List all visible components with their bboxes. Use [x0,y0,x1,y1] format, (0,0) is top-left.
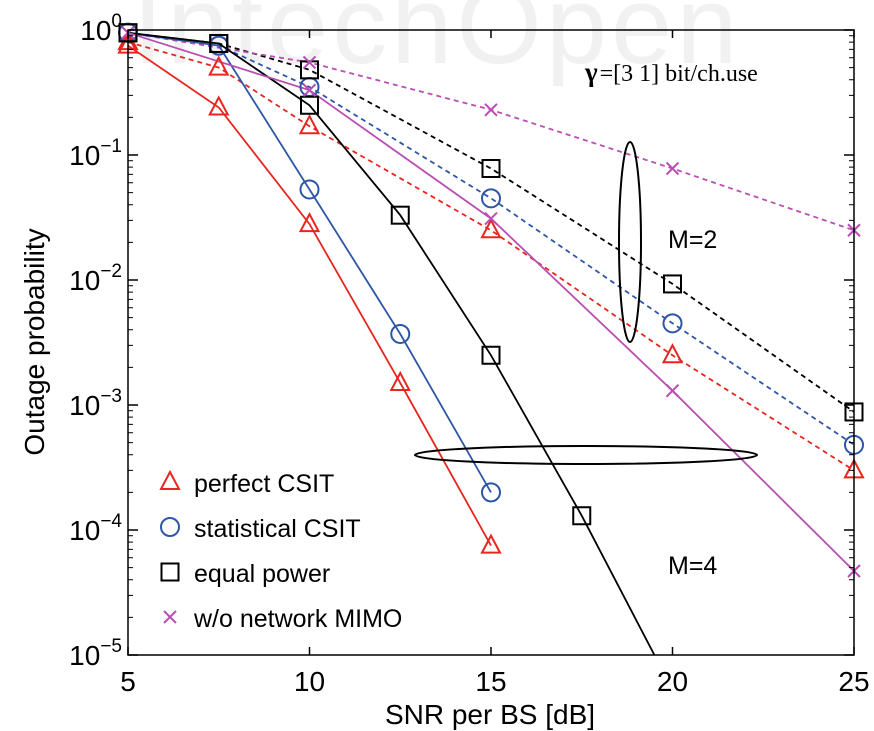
marker-perfect-csit-m2-1 [208,55,230,76]
marker-w-o-network-mimo-m2-3 [665,161,680,176]
marker-perfect-csit-m2-2 [298,114,321,135]
group-ellipses [414,141,758,465]
x-tick-label: 15 [475,666,506,697]
series-line-statistical-csit-m4 [127,31,492,493]
marker-w-o-network-mimo-m2-1 [302,55,317,70]
series-markers [117,22,865,578]
gamma-annotation: γ=[3 1] bit/ch.use [584,57,758,87]
y-tick-label: 10−3 [69,386,122,421]
m2-group-ellipse [618,141,642,343]
legend-label: equal power [194,560,330,588]
legend-marker-square [160,562,180,582]
marker-statistical-csit-m4-4 [481,482,501,503]
x-tick-label: 10 [294,666,325,697]
legend-label: w/o network MIMO [193,605,402,633]
x-tick-label: 5 [120,666,136,697]
marker-equal-power-m2-4 [663,274,682,294]
marker-equal-power-m4-1 [209,33,229,53]
marker-statistical-csit-m2-3 [481,188,501,209]
marker-perfect-csit-m4-1 [208,95,230,116]
y-tick-label: 100 [80,11,122,46]
marker-statistical-csit-m2-4 [662,313,683,334]
marker-equal-power-m4-5 [572,506,592,526]
marker-perfect-csit-m2-3 [480,218,502,239]
x-tick-label: 20 [657,666,688,697]
series-line-perfect-csit-m4 [127,44,492,547]
legend-marker-x [163,610,177,624]
marker-w-o-network-mimo-m4-3 [665,384,680,398]
legend: perfect CSIT statistical CSIT equal power w… [159,469,402,633]
x-axis-label: SNR per BS [dB] [385,699,595,730]
y-tick-label: 10−2 [69,261,122,296]
legend-marker-triangle [159,469,181,490]
y-tick-label: 10−1 [69,136,122,171]
legend-marker-circle [160,517,180,537]
marker-equal-power-m4-4 [481,345,501,365]
marker-perfect-csit-m2-4 [661,343,684,364]
marker-perfect-csit-m4-4 [480,533,502,554]
y-axis-ticks: 100 10−1 10−2 10−3 10−4 10−5 [69,11,854,671]
series-line-perfect-csit-m2 [127,41,855,472]
marker-w-o-network-mimo-m2-2 [484,103,498,117]
marker-w-o-network-mimo-m4-1 [302,83,317,97]
marker-w-o-network-mimo-m4-2 [484,211,498,226]
watermark: IntechOpen [132,0,742,87]
marker-equal-power-m4-2 [300,95,319,115]
marker-statistical-csit-m4-3 [390,323,411,344]
marker-perfect-csit-m4-2 [298,211,321,233]
legend-label: perfect CSIT [194,470,334,498]
y-tick-label: 10−5 [69,636,122,671]
x-tick-label: 25 [838,666,869,697]
y-axis-label: Outage probability [19,228,50,455]
series-line-equal-power-m4 [127,31,656,656]
marker-statistical-csit-m4-2 [299,179,320,200]
legend-label: statistical CSIT [194,515,361,543]
marker-perfect-csit-m4-3 [389,370,411,391]
marker-equal-power-m4-3 [390,205,410,225]
y-tick-label: 10−4 [69,511,122,546]
marker-equal-power-m2-3 [481,158,501,178]
series-line-statistical-csit-m2 [127,31,855,446]
m4-label: M=4 [668,552,717,580]
m4-group-ellipse [414,445,758,465]
m2-label: M=2 [668,226,717,254]
x-axis-ticks: 5 10 15 20 25 [120,30,870,697]
